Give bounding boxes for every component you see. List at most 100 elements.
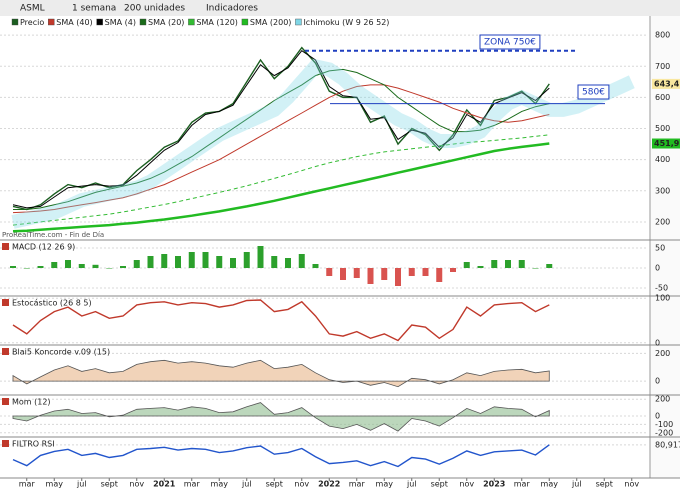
symbol[interactable]: ASML [20, 4, 45, 14]
histogram-bar [188, 252, 195, 268]
histogram-bar [230, 258, 236, 268]
histogram-bar [340, 268, 346, 280]
y-tick-label: 0 [655, 264, 660, 273]
panel-title: MACD (12 26 9) [12, 243, 75, 252]
histogram-bar [65, 260, 71, 268]
legend-swatch [241, 18, 249, 26]
x-tick-label: jul [571, 480, 582, 489]
histogram-bar [298, 254, 305, 268]
legend-label: SMA (200) [250, 18, 292, 27]
histogram-bar [92, 264, 99, 268]
panel-icon [2, 440, 9, 447]
histogram-bar [10, 266, 16, 268]
area [12, 402, 550, 432]
histogram-bar [408, 268, 415, 276]
legend-label: SMA (40) [56, 18, 92, 27]
histogram-bar [37, 266, 44, 268]
legend-label: SMA (4) [105, 18, 136, 27]
panel-icon [2, 398, 9, 405]
histogram-bar [23, 268, 30, 269]
histogram-bar [505, 260, 511, 268]
histogram-bar [326, 268, 333, 276]
x-tick-label: may [541, 480, 559, 489]
y-tick-label: 80,917 [655, 440, 680, 449]
price-tag-label: 643,4 [654, 79, 680, 88]
y-tick-label: 100 [655, 294, 670, 303]
y-tick-label: 300 [655, 186, 670, 195]
area [12, 359, 550, 388]
histogram-bar [78, 264, 85, 268]
panel-icon [2, 348, 9, 355]
series-line [12, 444, 550, 468]
legend-swatch [188, 18, 195, 26]
annotation-box [479, 34, 541, 50]
histogram-bar [477, 266, 484, 268]
legend-label: Precio [20, 18, 44, 27]
indicators[interactable]: Indicadores [206, 4, 258, 14]
x-tick-label: 2021 [153, 480, 176, 489]
histogram-bar [353, 268, 360, 278]
histogram-bar [106, 268, 113, 269]
histogram-bar [161, 254, 168, 268]
histogram-bar [120, 266, 126, 268]
histogram-bar [491, 260, 498, 268]
histogram-bar [202, 252, 209, 268]
legend-swatch [48, 18, 55, 26]
y-tick-label: -200 [655, 428, 673, 437]
panel-title: Blai5 Koncorde v.09 (15) [12, 348, 110, 357]
y-tick-label: 200 [655, 217, 670, 226]
series-line [12, 142, 550, 233]
histogram-bar [216, 256, 223, 268]
annotation-box [577, 84, 610, 100]
x-tick-label: nov [294, 480, 309, 489]
y-tick-label: 500 [655, 124, 670, 133]
x-tick-label: mar [514, 480, 531, 489]
histogram-bar [381, 268, 388, 280]
histogram-bar [532, 268, 539, 269]
x-tick-label: jul [76, 480, 87, 489]
y-tick-label: 0 [655, 412, 660, 421]
y-tick-label: 800 [655, 31, 670, 40]
series-line [12, 84, 550, 214]
x-tick-label: nov [459, 480, 474, 489]
y-tick-label: 0 [655, 377, 660, 386]
histogram-bar [257, 246, 264, 268]
legend-label: SMA (20) [148, 18, 184, 27]
x-tick-label: may [211, 480, 229, 489]
period[interactable]: 1 semana [72, 4, 116, 14]
panel-title: FILTRO RSI [12, 440, 55, 449]
panel-icon [2, 299, 9, 306]
x-tick-label: jul [241, 480, 252, 489]
y-tick-label: 200 [655, 349, 670, 358]
price-axis-bg [650, 16, 680, 478]
histogram-bar [51, 262, 58, 268]
y-tick-label: 200 [655, 395, 670, 404]
y-tick-label: 600 [655, 93, 670, 102]
histogram-bar [147, 256, 154, 268]
histogram-bar [285, 258, 291, 268]
x-tick-label: sept [101, 480, 118, 489]
x-tick-label: mar [184, 480, 201, 489]
watermark: ProRealTime.com - Fin de Día [2, 231, 104, 239]
x-tick-label: nov [624, 480, 639, 489]
series-line [13, 68, 550, 210]
histogram-bar [175, 256, 181, 268]
histogram-bar [243, 252, 250, 268]
x-tick-label: 2023 [483, 480, 505, 489]
x-tick-label: may [376, 480, 394, 489]
series-line [12, 299, 550, 342]
legend-swatch [96, 18, 103, 26]
annotation: ZONA 750€ [484, 38, 536, 48]
units[interactable]: 200 unidades [124, 4, 185, 14]
panel-title: Mom (12) [12, 398, 51, 407]
x-tick-label: 2022 [318, 480, 340, 489]
x-tick-label: sept [596, 480, 613, 489]
x-tick-label: may [46, 480, 64, 489]
histogram-bar [450, 268, 456, 272]
series-line [12, 134, 550, 226]
cloud [11, 58, 635, 229]
x-tick-label: nov [129, 480, 144, 489]
price-tag [652, 138, 680, 149]
panel-title: Estocástico (26 8 5) [12, 299, 92, 308]
